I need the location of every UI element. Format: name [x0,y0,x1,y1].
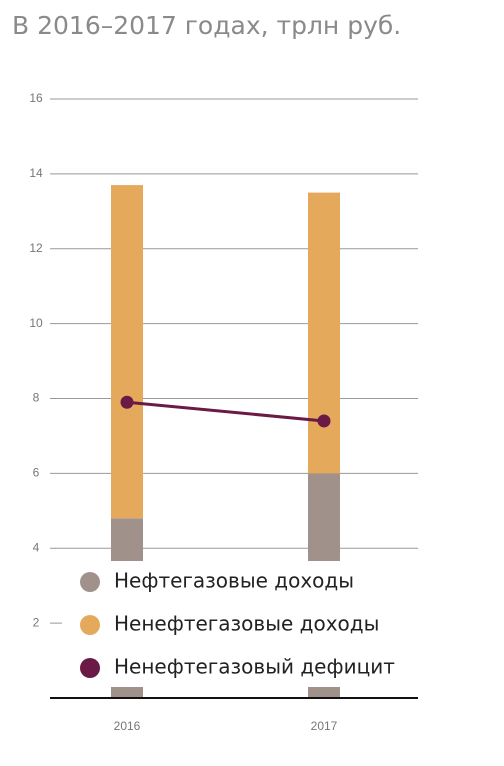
bar-segment [111,185,143,519]
y-tick-label: 2 [33,615,40,629]
y-tick-label: 4 [33,540,40,554]
x-tick-label: 2016 [114,719,141,733]
legend-label: Ненефтегазовые доходы [114,612,379,636]
y-tick-label: 16 [29,91,43,105]
x-tick-label: 2017 [311,719,338,733]
legend-label: Нефтегазовые доходы [114,569,354,593]
line [126,400,325,423]
chart-title: В 2016–2017 годах, трлн руб. [12,11,401,40]
y-tick-label: 12 [29,241,43,255]
y-tick-label: 14 [29,166,43,180]
legend-swatch [80,615,100,635]
legend-swatch [80,658,100,678]
y-tick-label: 8 [33,391,40,405]
legend-label: Ненефтегазовый дефицит [114,655,395,679]
y-tick-label: 6 [33,466,40,480]
legend-swatch [80,572,100,592]
y-tick-label: 10 [29,316,43,330]
line-point [317,414,331,428]
line-point [120,395,134,409]
legend-box [62,561,440,687]
bar-segment [308,192,340,474]
